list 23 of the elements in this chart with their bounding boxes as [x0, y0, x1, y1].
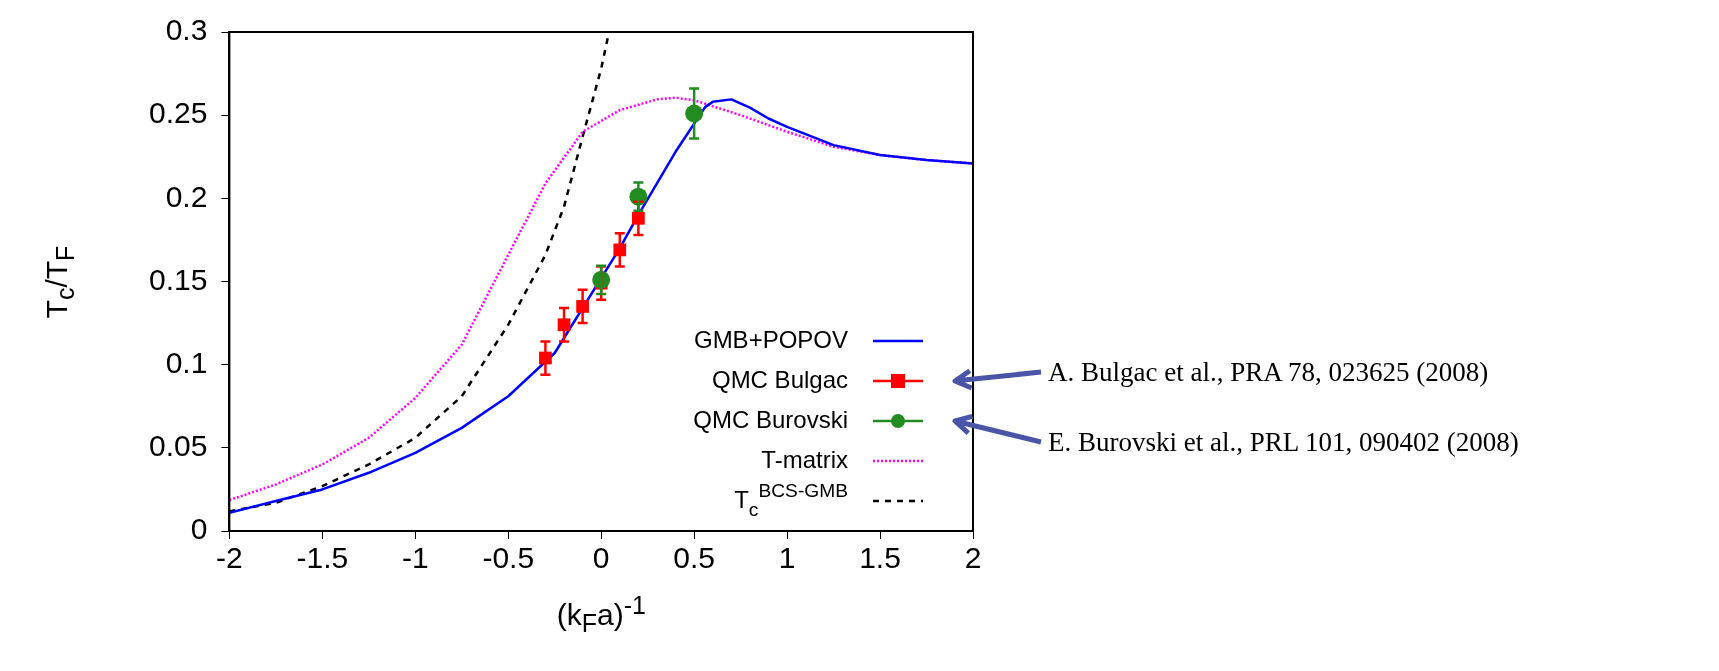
x-tick-label: -1	[401, 541, 429, 575]
legend-label: QMC Burovski	[693, 405, 848, 433]
text: A. Bulgac et al., PRA 78, 023625 (2008)	[1048, 356, 1489, 388]
legend-label: T-matrix	[761, 445, 849, 473]
y-tick-label: 0.2	[165, 179, 208, 213]
y-tick-label: 0.1	[165, 345, 208, 379]
x-tick-label: 0	[592, 541, 610, 575]
x-tick-label: -2	[216, 541, 243, 575]
y-tick-label: 0.3	[165, 13, 208, 47]
x-tick-label: 1	[778, 541, 796, 575]
legend-label: GMB+POPOV	[693, 325, 848, 353]
y-tick-label: 0	[190, 512, 208, 546]
x-tick-label: -1.5	[296, 541, 349, 575]
y-tick-label: 0.05	[149, 429, 208, 463]
text: E. Burovski et al., PRL 101, 090402 (2008)	[1048, 426, 1519, 458]
x-tick-label: 1.5	[859, 541, 901, 575]
legend-label: QMC Bulgac	[711, 365, 848, 393]
x-tick-label: 2	[964, 541, 982, 575]
x-tick-label: -0.5	[482, 541, 535, 575]
x-tick-label: 0.5	[673, 541, 716, 575]
x-axis-title: (k$_{F}$a)$^{-1}$	[556, 591, 646, 638]
y-tick-label: 0.15	[149, 262, 208, 296]
y-tick-label: 0.25	[149, 96, 208, 130]
